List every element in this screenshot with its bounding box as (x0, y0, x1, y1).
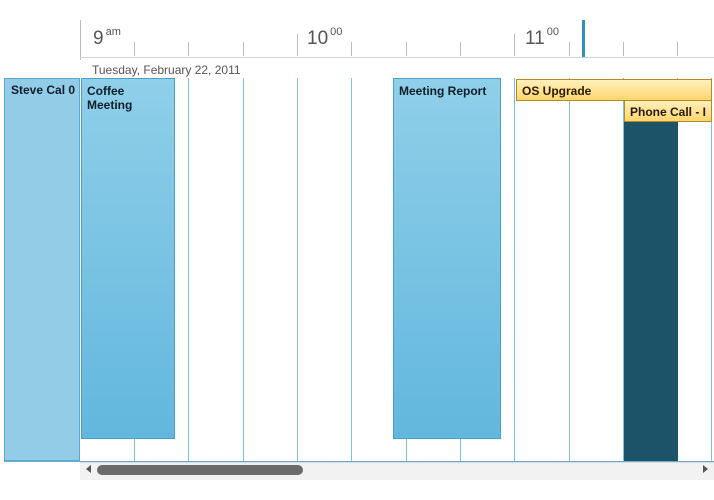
appointment-phone-call[interactable]: Phone Call - I (624, 100, 712, 122)
appointment-dark-block[interactable] (624, 120, 678, 462)
ruler-tick (188, 42, 189, 56)
appointment-coffee-meeting[interactable]: Coffee Meeting (81, 78, 175, 439)
scroll-right-arrow-icon[interactable] (703, 465, 708, 473)
hour-label-9: 9 am (93, 26, 121, 49)
appointment-title: Phone Call - I (630, 105, 707, 119)
resource-name: Steve Cal 0 (11, 83, 76, 97)
appointment-os-upgrade[interactable]: OS Upgrade (516, 79, 712, 101)
grid-line (243, 78, 244, 462)
ruler-tick (406, 42, 407, 56)
ruler-tick (460, 42, 461, 56)
grid-right-border (711, 78, 712, 462)
hour-label-11: 11 00 (525, 26, 559, 49)
grid-line (188, 78, 189, 462)
ruler-tick (514, 34, 515, 56)
date-label: Tuesday, February 22, 2011 (92, 63, 241, 77)
grid-line (569, 78, 570, 462)
ruler-tick (243, 42, 244, 56)
appointment-title: OS Upgrade (522, 84, 592, 98)
appointment-title: Meeting Report (399, 84, 487, 98)
resource-header[interactable]: Steve Cal 0 (4, 78, 80, 461)
hour-label-10: 10 00 (307, 26, 343, 49)
ruler-tick (623, 42, 624, 56)
grid-bottom-border (4, 461, 714, 462)
ruler-tick (569, 42, 570, 56)
ruler-tick (80, 34, 81, 56)
ruler-tick (677, 42, 678, 56)
grid-line (623, 78, 624, 462)
grid-line (297, 78, 298, 462)
grid-line (351, 78, 352, 462)
ruler-divider (80, 57, 714, 58)
appointment-meeting-report[interactable]: Meeting Report (393, 78, 501, 439)
grid-line (514, 78, 515, 462)
ruler-tick (297, 34, 298, 56)
appointment-title: Coffee Meeting (87, 84, 133, 112)
ruler-tick (351, 42, 352, 56)
scroll-left-arrow-icon[interactable] (86, 465, 91, 473)
ruler-tick (134, 42, 135, 56)
scrollbar-thumb[interactable] (97, 465, 303, 475)
current-time-marker (582, 20, 585, 57)
